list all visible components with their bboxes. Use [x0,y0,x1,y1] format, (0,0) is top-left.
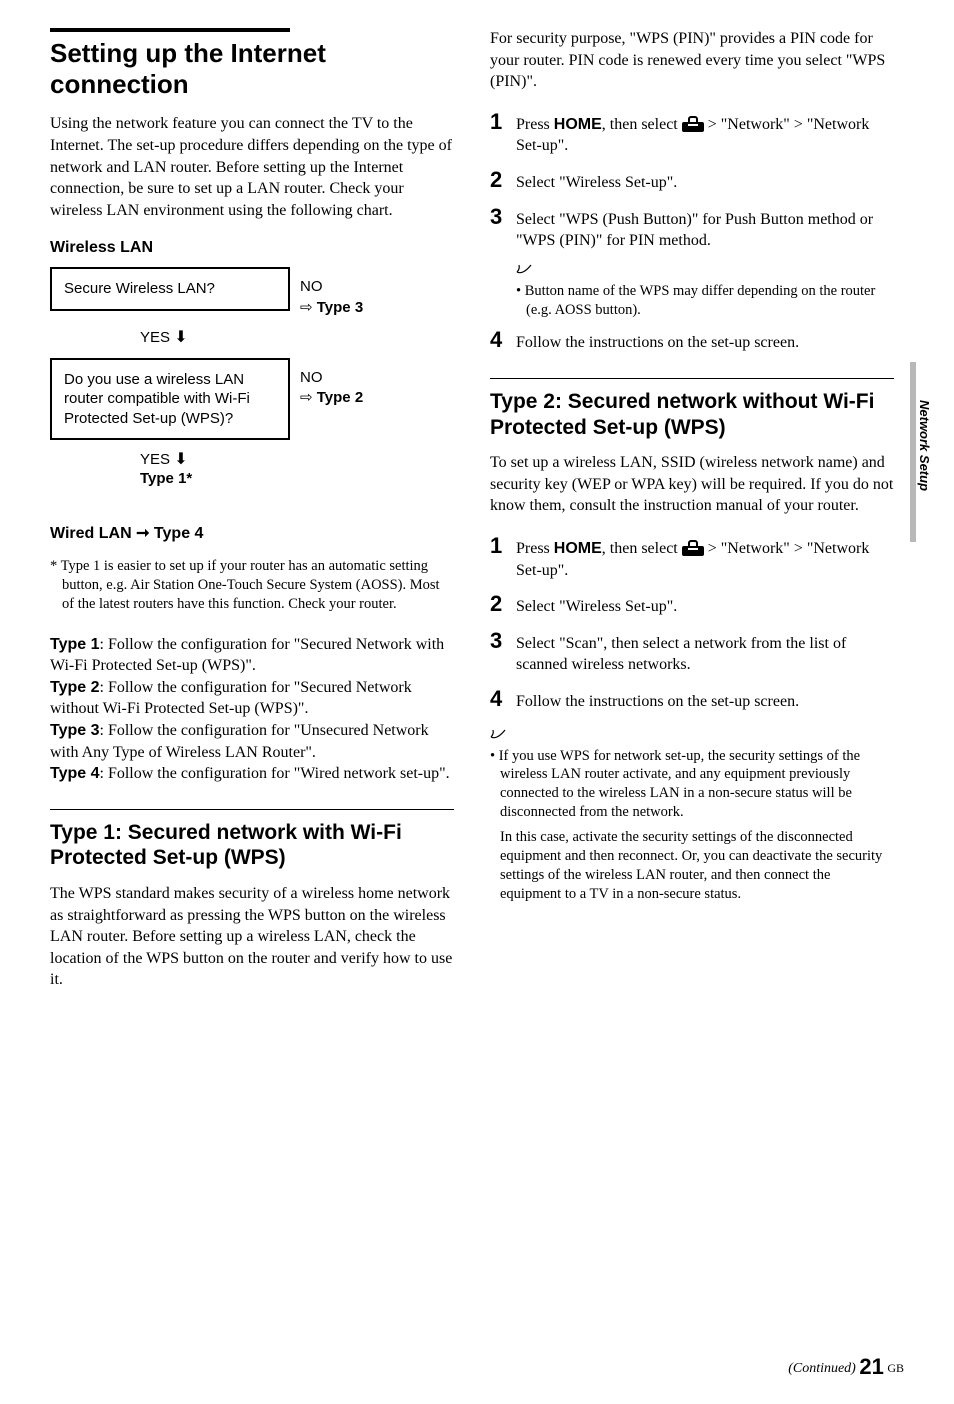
type1-star: Type 1* [140,470,192,487]
step-number: 4 [490,329,508,351]
type4-text: : Follow the configuration for "Wired ne… [100,765,450,782]
yes-row-1: YES ⬇ [50,324,454,358]
flow-box-2: Do you use a wireless LAN router compati… [50,358,290,441]
type4-desc: Type 4: Follow the configuration for "Wi… [50,763,454,785]
yes-label-2: YES [140,451,170,468]
toolbox-icon [682,116,704,132]
section-rule-2 [490,378,894,379]
wired-lan-heading: Wired LAN ➞ Type 4 [50,523,454,543]
yes-row-2: YES ⬇ Type 1* [50,446,454,499]
home-label: HOME [554,116,602,133]
step-2: 2 Select "Wireless Set-up". [490,169,894,194]
type1-desc: Type 1: Follow the configuration for "Se… [50,634,454,677]
main-heading: Setting up the Internet connection [50,38,454,99]
step-3-text: Select "WPS (Push Button)" for Push Butt… [516,206,894,252]
step-1: 1 Press HOME, then select > "Network" > … [490,111,894,157]
type-descriptions: Type 1: Follow the configuration for "Se… [50,634,454,785]
arrow-down-icon: ⬇ [174,451,187,468]
step-3: 3 Select "WPS (Push Button)" for Push Bu… [490,206,894,252]
type2-section-heading: Type 2: Secured network without Wi-Fi Pr… [490,389,894,440]
step-r2: 2 Select "Wireless Set-up". [490,593,894,618]
step-number: 3 [490,630,508,652]
step-number: 1 [490,535,508,557]
step-number: 3 [490,206,508,228]
section-rule-1 [50,809,454,810]
step-4-text: Follow the instructions on the set-up sc… [516,329,799,354]
r1-a: Press [516,540,554,557]
step-r1-text: Press HOME, then select > "Network" > "N… [516,535,894,581]
no-label-2: NO [300,369,323,386]
type3-label: Type 3 [50,722,100,739]
security-intro: For security purpose, "WPS (PIN)" provid… [490,28,894,93]
note-1: • If you use WPS for network set-up, the… [490,747,894,822]
type1-text: : Follow the configuration for "Secured … [50,636,444,675]
s1-b: , then select [602,116,682,133]
step-r4: 4 Follow the instructions on the set-up … [490,688,894,713]
page-container: Setting up the Internet connection Using… [0,0,954,1011]
region-label: GB [887,1361,904,1375]
arrow-down-icon: ⬇ [174,329,187,346]
step-r4-text: Follow the instructions on the set-up sc… [516,688,799,713]
type1-footnote: * Type 1 is easier to set up if your rou… [50,557,454,614]
type3-desc: Type 3: Follow the configuration for "Un… [50,720,454,763]
r1-b: , then select [602,540,682,557]
step-4: 4 Follow the instructions on the set-up … [490,329,894,354]
note-icon [490,728,506,740]
step-2-text: Select "Wireless Set-up". [516,169,677,194]
type2-text: : Follow the configuration for "Secured … [50,679,412,718]
step-r2-text: Select "Wireless Set-up". [516,593,677,618]
type1-section-heading: Type 1: Secured network with Wi-Fi Prote… [50,820,454,871]
type2-section-body: To set up a wireless LAN, SSID (wireless… [490,452,894,517]
type3-label: Type 3 [317,299,363,316]
no-label-1: NO [300,278,323,295]
type2-desc: Type 2: Follow the configuration for "Se… [50,677,454,720]
type2-label: Type 2 [317,389,363,406]
note-icon [516,263,532,275]
step-number: 2 [490,593,508,615]
type3-text: : Follow the configuration for "Unsecure… [50,722,429,761]
side-tab-label: Network Setup [917,400,932,491]
home-label: HOME [554,540,602,557]
left-column: Setting up the Internet connection Using… [50,28,454,991]
step-3-note-text: • Button name of the WPS may differ depe… [516,282,894,320]
bottom-note: • If you use WPS for network set-up, the… [490,725,894,904]
flow-row-1: Secure Wireless LAN? NO ⇨ Type 3 [50,267,454,318]
s1-a: Press [516,116,554,133]
flow-side-2: NO ⇨ Type 2 [290,358,363,409]
page-number: 21 [859,1354,883,1379]
wireless-lan-heading: Wireless LAN [50,239,454,257]
type1-section-body: The WPS standard makes security of a wir… [50,883,454,991]
continued-label: (Continued) [788,1361,856,1376]
step-3-note: • Button name of the WPS may differ depe… [516,260,894,320]
flow-row-2: Do you use a wireless LAN router compati… [50,358,454,441]
intro-paragraph: Using the network feature you can connec… [50,113,454,221]
type1-label: Type 1 [50,636,100,653]
heading-rule [50,28,290,32]
flow-side-1: NO ⇨ Type 3 [290,267,363,318]
type4-label: Type 4 [50,765,100,782]
step-r1: 1 Press HOME, then select > "Network" > … [490,535,894,581]
step-number: 2 [490,169,508,191]
note-2: In this case, activate the security sett… [490,828,894,903]
step-r3-text: Select "Scan", then select a network fro… [516,630,894,676]
step-1-text: Press HOME, then select > "Network" > "N… [516,111,894,157]
right-column: For security purpose, "WPS (PIN)" provid… [490,28,904,991]
step-r3: 3 Select "Scan", then select a network f… [490,630,894,676]
type2-label: Type 2 [50,679,100,696]
toolbox-icon [682,540,704,556]
arrow-right-icon: ⇨ [300,389,313,406]
footer: (Continued) 21 GB [788,1354,904,1380]
side-bar [910,362,916,542]
step-number: 1 [490,111,508,133]
yes-label-1: YES [140,329,170,346]
arrow-right-icon: ⇨ [300,299,313,316]
flow-box-1: Secure Wireless LAN? [50,267,290,311]
step-number: 4 [490,688,508,710]
